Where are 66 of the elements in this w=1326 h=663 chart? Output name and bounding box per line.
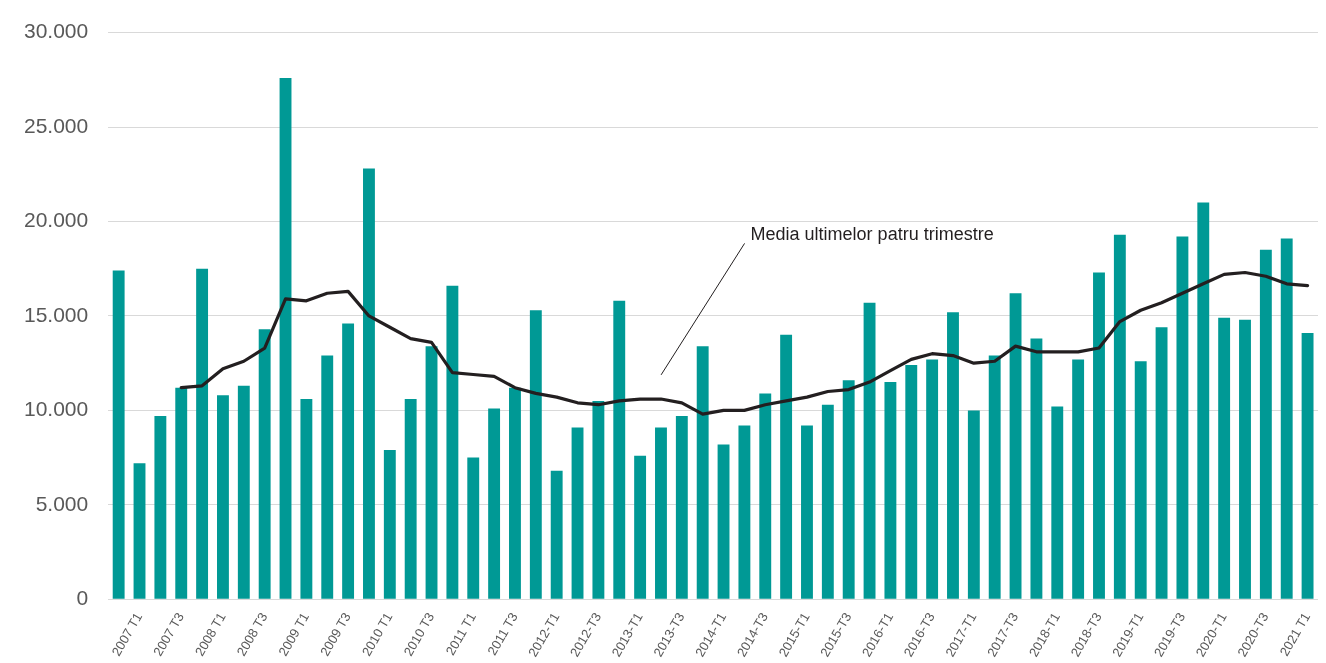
- y-tick-label: 10.000: [24, 397, 89, 421]
- bar: [112, 270, 125, 599]
- bar: [1259, 249, 1272, 599]
- bar: [446, 285, 459, 599]
- bar: [863, 302, 876, 599]
- bar: [300, 399, 313, 599]
- bar: [258, 329, 271, 599]
- bar: [1113, 234, 1126, 599]
- bar: [133, 463, 146, 599]
- bar: [529, 310, 542, 599]
- y-tick-label: 30.000: [24, 19, 89, 43]
- bar: [821, 404, 834, 599]
- bar: [717, 444, 730, 599]
- bar: [759, 393, 772, 599]
- bar: [1072, 359, 1085, 599]
- bar: [404, 399, 417, 599]
- bar: [237, 385, 250, 599]
- y-tick-label: 5.000: [35, 491, 89, 515]
- bar: [801, 425, 813, 599]
- bar: [1009, 293, 1022, 599]
- bar: [509, 387, 521, 599]
- bar: [655, 427, 667, 599]
- bar: [550, 470, 563, 599]
- bar: [905, 365, 918, 599]
- text: Media ultimelor patru trimestre: [750, 224, 994, 245]
- bar: [696, 346, 709, 599]
- bar: [1239, 319, 1251, 599]
- bar: [217, 395, 229, 599]
- bar: [1176, 236, 1189, 599]
- bar: [175, 387, 188, 599]
- bar: [988, 355, 1001, 599]
- bar: [467, 457, 480, 599]
- bar: [1134, 361, 1147, 599]
- bar: [1093, 272, 1105, 599]
- bar: [780, 334, 793, 599]
- bar: [154, 416, 167, 599]
- bar: [1030, 338, 1043, 599]
- bar: [1197, 202, 1210, 599]
- bar: [1301, 332, 1314, 599]
- bar: [1280, 238, 1293, 599]
- bar: [571, 427, 584, 599]
- bar: [738, 425, 751, 599]
- bar: [1051, 406, 1064, 599]
- bar: [842, 380, 855, 599]
- bar: [321, 355, 334, 599]
- bar: [675, 416, 688, 599]
- y-tick-label: 25.000: [24, 113, 89, 137]
- bar: [613, 300, 626, 599]
- bar: [592, 400, 605, 599]
- bar: [196, 268, 209, 599]
- bar: [363, 168, 375, 599]
- bar: [383, 450, 396, 599]
- bar: [634, 455, 647, 599]
- bar: [1155, 327, 1168, 599]
- y-tick-label: 15.000: [24, 302, 89, 326]
- bar: [279, 77, 292, 599]
- y-tick-label: 0: [76, 586, 89, 610]
- y-tick-label: 20.000: [24, 208, 89, 232]
- bar: [488, 408, 501, 599]
- bar: [926, 359, 939, 599]
- bar: [947, 312, 959, 599]
- bar: [967, 410, 980, 599]
- bar: [884, 382, 897, 599]
- bar: [425, 346, 438, 599]
- bar: [1218, 317, 1231, 599]
- bar: [342, 323, 355, 599]
